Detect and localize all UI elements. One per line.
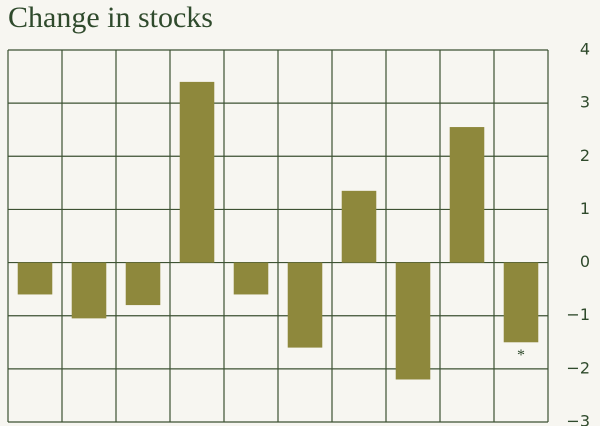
y-tick-label: 1: [580, 199, 590, 218]
bar: [341, 190, 377, 263]
y-tick-label: 4: [580, 40, 590, 59]
bar: [71, 262, 107, 319]
bar: [17, 262, 53, 295]
annotation: *: [517, 347, 525, 364]
bar: [287, 262, 323, 348]
y-tick-label: −3: [566, 412, 590, 426]
y-tick-label: 3: [580, 93, 590, 112]
bar: [449, 127, 485, 263]
bar: [503, 262, 539, 343]
bar: [395, 262, 431, 380]
y-tick-label: −2: [566, 358, 590, 377]
bar: [179, 81, 215, 263]
bar: [125, 262, 161, 306]
y-tick-label: 0: [580, 252, 590, 271]
chart-title: Change in stocks: [8, 1, 213, 34]
bar: [233, 262, 269, 295]
y-tick-label: 2: [580, 146, 590, 165]
y-tick-label: −1: [566, 305, 590, 324]
